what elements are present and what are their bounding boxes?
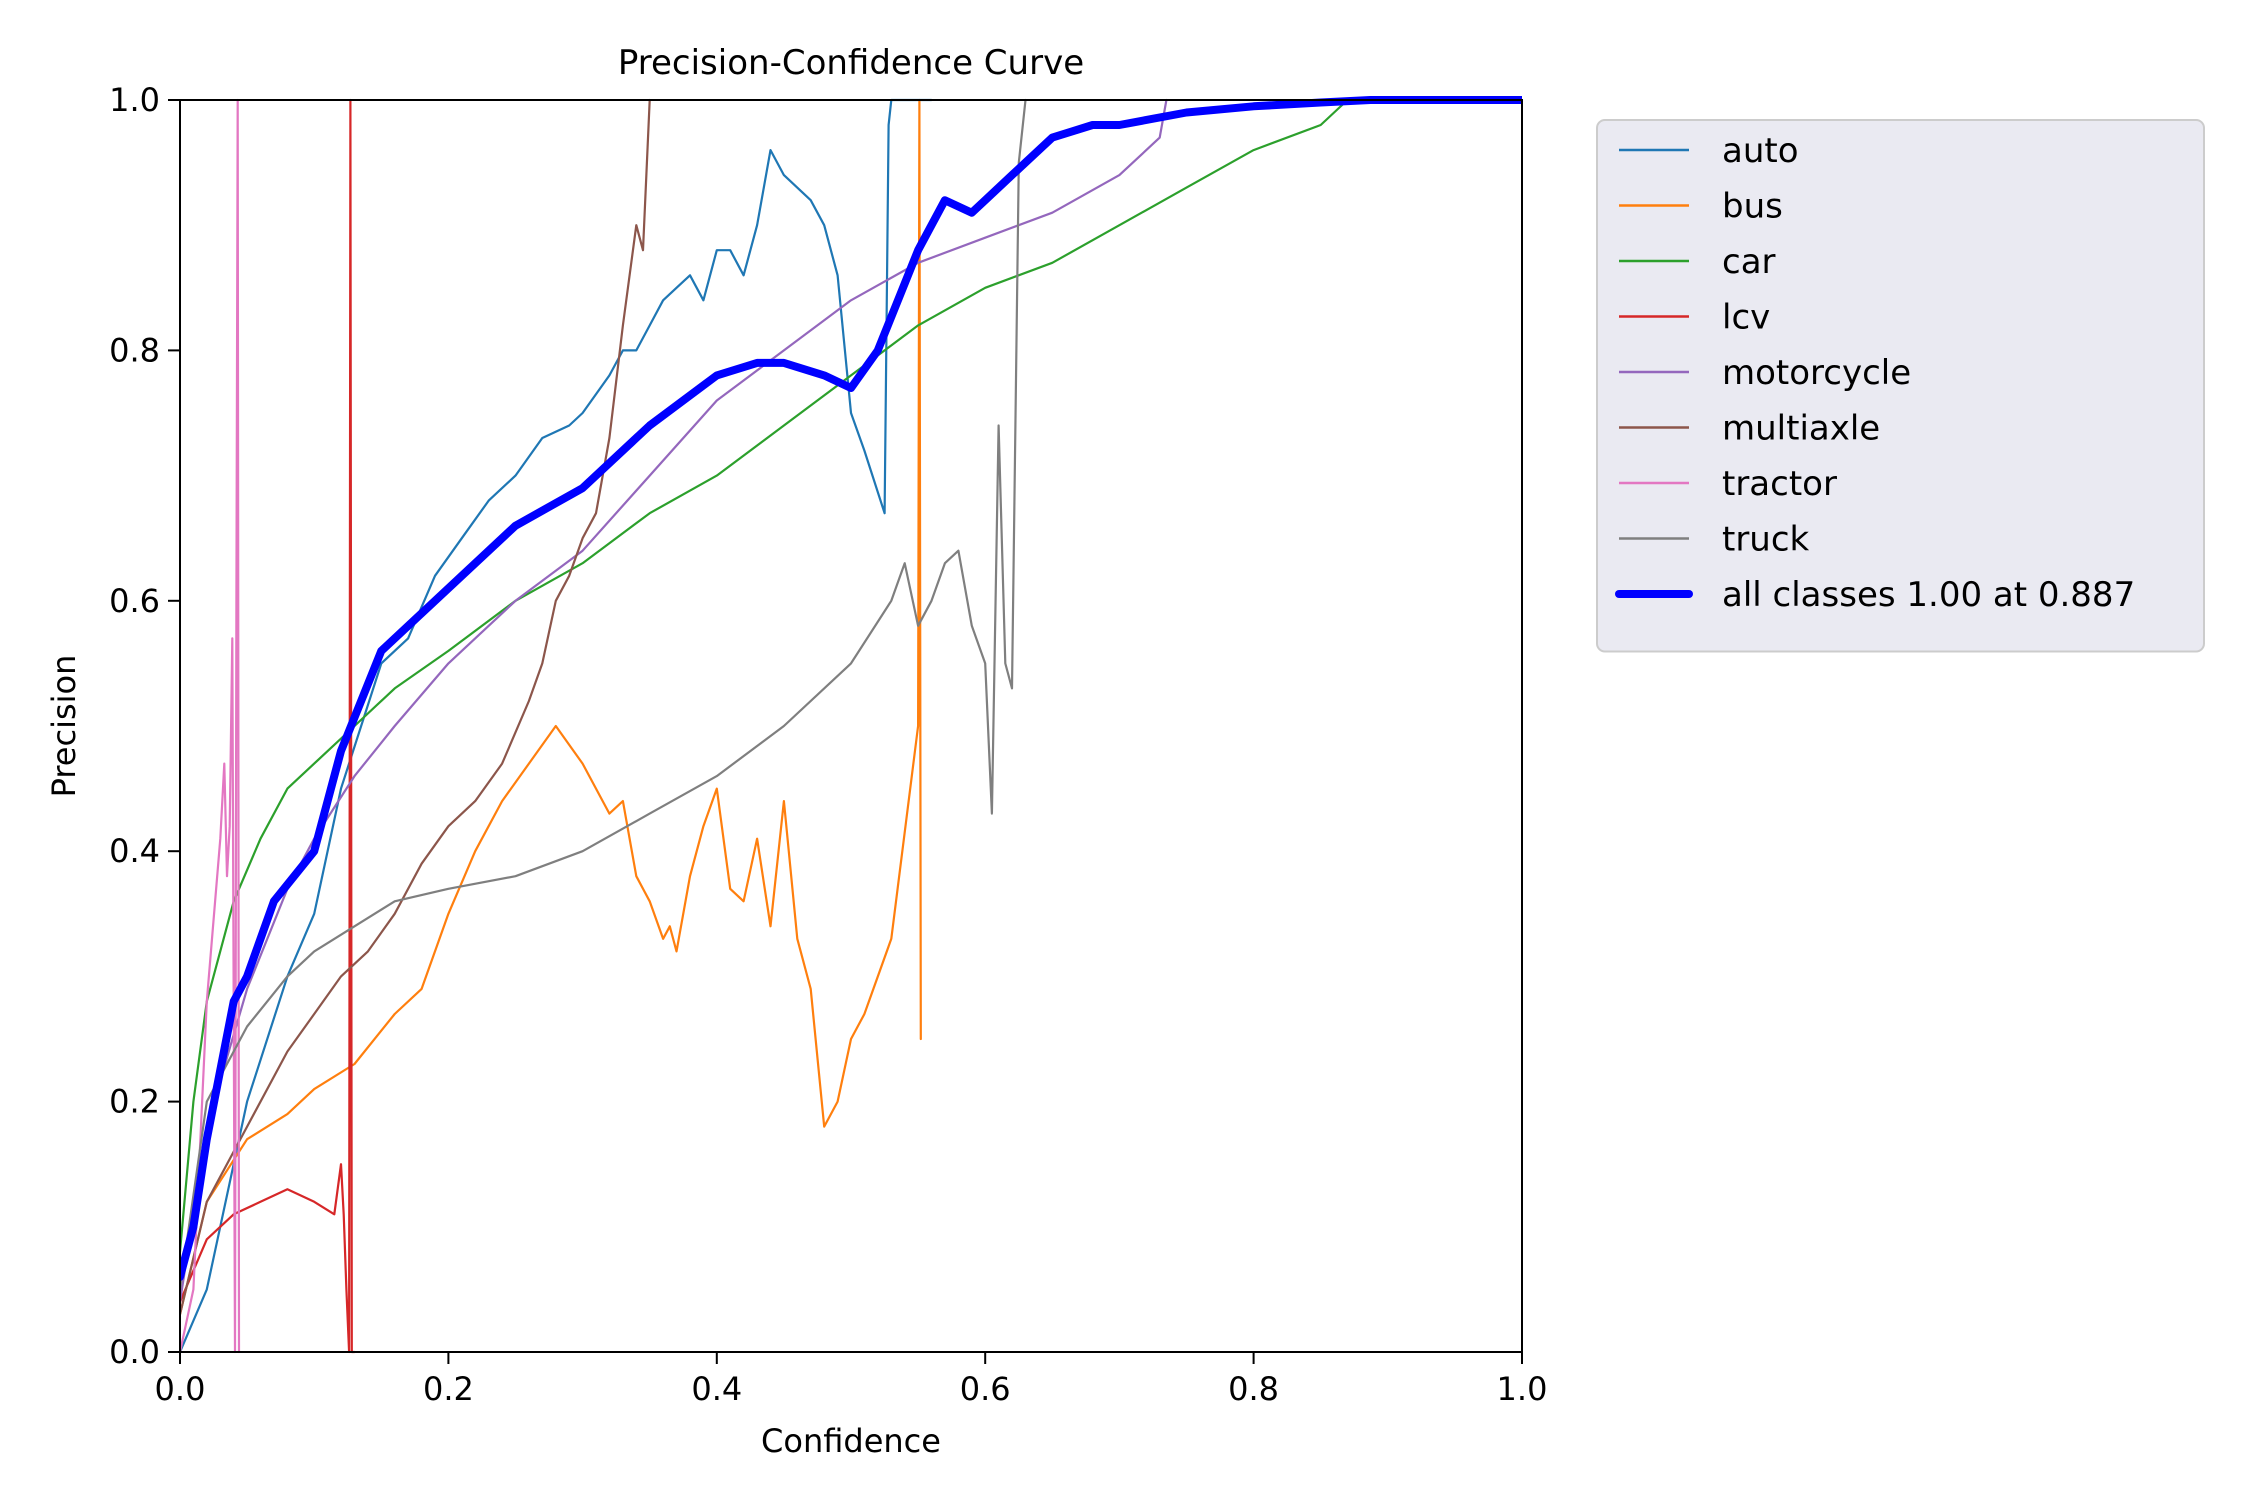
- y-tick-label: 1.0: [109, 81, 160, 119]
- legend-label-0: auto: [1722, 131, 1799, 171]
- legend-label-2: car: [1722, 242, 1776, 282]
- y-tick-label: 0.6: [109, 582, 160, 620]
- y-tick-label: 0.4: [109, 832, 160, 870]
- series-line-0: [180, 98, 933, 1354]
- legend-label-6: tractor: [1722, 464, 1837, 504]
- y-tick-label: 0.8: [109, 331, 160, 369]
- series-line-1: [180, 98, 922, 1316]
- series-line-6: [180, 98, 241, 1354]
- series-line-8: [180, 96, 1522, 1281]
- y-tick-label: 0.2: [109, 1083, 160, 1121]
- series-layer: [180, 96, 1522, 1354]
- series-line-2: [180, 98, 1522, 1253]
- legend-label-3: lcv: [1722, 298, 1770, 338]
- y-axis-label: Precision: [45, 655, 83, 798]
- x-axis-label: Confidence: [761, 1422, 941, 1460]
- legend-label-7: truck: [1722, 520, 1810, 560]
- legend-label-1: bus: [1722, 187, 1783, 227]
- legend-label-8: all classes 1.00 at 0.887: [1722, 575, 2135, 615]
- legend-box: [1596, 119, 2205, 653]
- x-tick-label: 0.0: [155, 1370, 206, 1408]
- chart-title: Precision-Confidence Curve: [618, 43, 1084, 83]
- y-axis-ticks: 0.0 0.2 0.4 0.6 0.8 1.0: [109, 81, 180, 1371]
- x-tick-label: 0.2: [423, 1370, 474, 1408]
- series-line-7: [180, 98, 1027, 1291]
- x-tick-label: 0.4: [691, 1370, 742, 1408]
- x-axis-ticks: 0.0 0.2 0.4 0.6 0.8 1.0: [155, 1352, 1548, 1408]
- legend-label-4: motorcycle: [1722, 353, 1911, 393]
- x-tick-label: 0.6: [960, 1370, 1011, 1408]
- plot-frame: [179, 99, 1523, 1353]
- legend-label-5: multiaxle: [1722, 409, 1880, 449]
- x-tick-label: 1.0: [1497, 1370, 1548, 1408]
- x-tick-label: 0.8: [1228, 1370, 1279, 1408]
- legend: auto bus car lcv motorcycle multiaxle tractor t…: [1596, 119, 2205, 653]
- y-tick-label: 0.0: [109, 1333, 160, 1371]
- series-line-5: [180, 98, 651, 1316]
